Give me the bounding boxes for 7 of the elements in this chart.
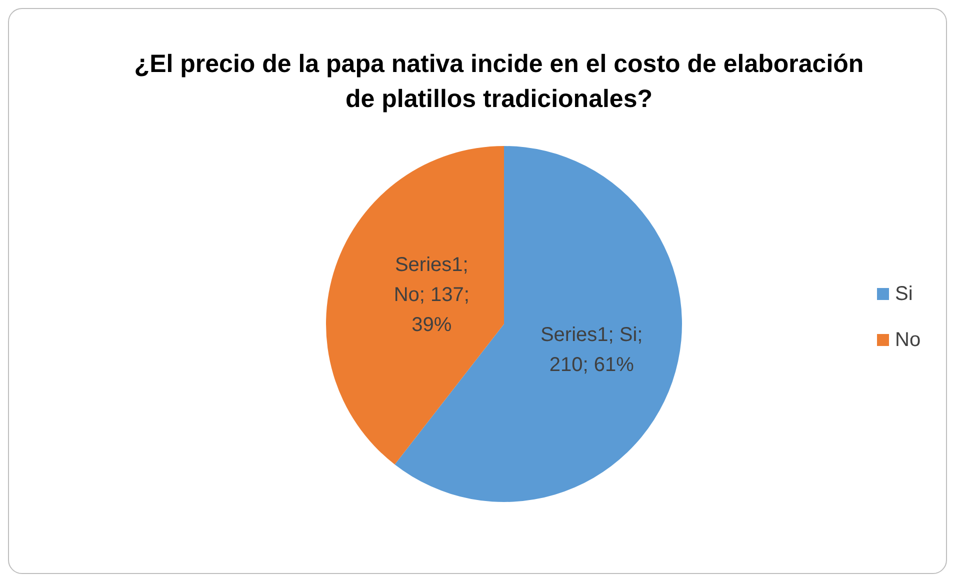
pie-slice (394, 146, 682, 502)
chart-title: ¿El precio de la papa nativa incide en el costo de elaboración de platillos tradicionales? (133, 49, 865, 115)
legend-label: No (895, 328, 921, 352)
pie-slice (326, 146, 504, 465)
data-label: Series1; Si; 210; 61% (540, 324, 643, 376)
data-label: Series1; No; 137; 39% (394, 254, 470, 336)
legend-label: Si (895, 282, 913, 306)
